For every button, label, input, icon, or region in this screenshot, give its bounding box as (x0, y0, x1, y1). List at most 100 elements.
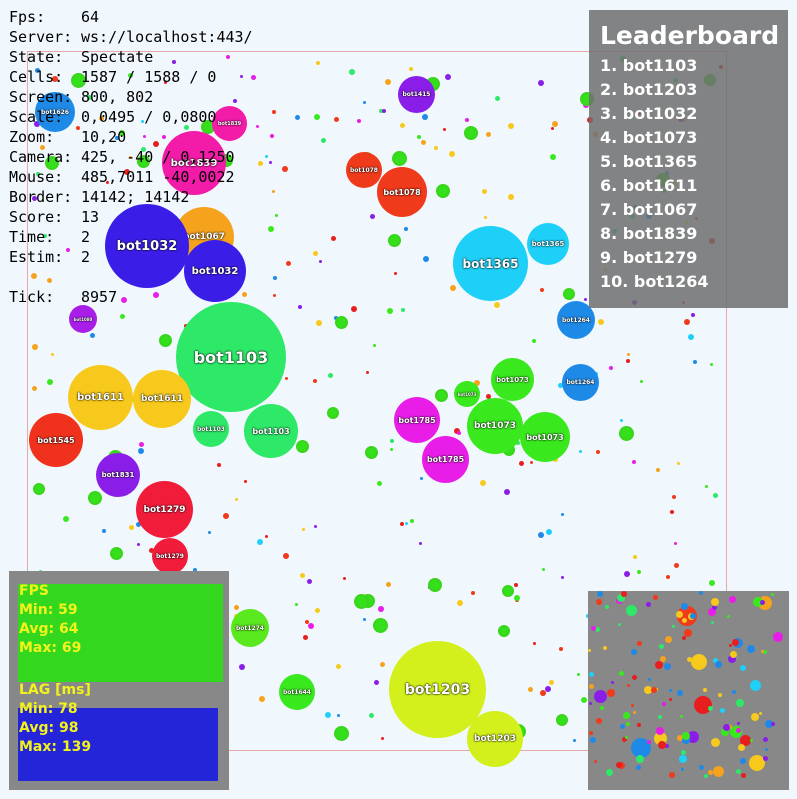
virus (329, 408, 338, 417)
minimap-dot (727, 654, 736, 663)
minimap-dot (647, 739, 652, 744)
minimap-dot (729, 595, 737, 603)
minimap-dot (617, 593, 626, 602)
food-pellet (314, 524, 318, 528)
minimap-dot (702, 687, 707, 692)
food-pellet (128, 525, 134, 531)
food-pellet (193, 567, 198, 572)
food-pellet (380, 662, 386, 668)
leaderboard-entry: 7. bot1067 (600, 200, 698, 219)
minimap-dot (615, 761, 622, 768)
food-pellet (294, 602, 298, 606)
player-cell: bot1611 (68, 365, 133, 430)
food-pellet (503, 488, 510, 495)
minimap-dot (632, 674, 638, 680)
food-pellet (315, 319, 322, 326)
minimap-dot (736, 727, 742, 733)
minimap-dot (720, 728, 729, 737)
food-pellet (315, 608, 321, 614)
virus (557, 716, 566, 725)
stat-value: 800, 802 (81, 88, 154, 106)
leaderboard-entry: 5. bot1365 (600, 152, 698, 171)
stat-label: Camera: (9, 148, 73, 166)
food-pellet (637, 570, 642, 575)
stat-label: Scale: (9, 108, 64, 126)
food-pellet (421, 140, 427, 146)
food-pellet (271, 109, 276, 114)
minimap-dot (611, 681, 615, 685)
lag-min: Min: 78 (19, 701, 78, 717)
virus (503, 586, 512, 595)
minimap-dot (621, 591, 628, 598)
virus (375, 619, 387, 631)
virus (72, 74, 84, 86)
food-pellet (483, 215, 487, 219)
minimap-dot (681, 768, 685, 772)
food-pellet (514, 595, 521, 602)
minimap-dot (759, 711, 763, 715)
minimap-dot (626, 683, 630, 687)
stat-label: Fps: (9, 8, 46, 26)
food-pellet (640, 379, 644, 383)
food-pellet (540, 689, 547, 696)
virus (428, 79, 439, 90)
virus (437, 391, 447, 401)
food-pellet (690, 312, 695, 317)
food-pellet (283, 552, 290, 559)
minimap-dot (770, 592, 774, 596)
lag-graph (18, 708, 218, 781)
stat-row: Camera: 425, -40 / 0,1250 (9, 147, 253, 167)
player-cell: bot1839 (162, 131, 226, 195)
minimap-dot (682, 736, 690, 745)
virus (138, 156, 148, 166)
minimap-dot (736, 722, 740, 726)
minimap-dot (736, 699, 745, 708)
food-pellet (222, 513, 229, 520)
food-pellet (486, 394, 492, 400)
minimap-dot (605, 769, 613, 777)
stat-row: Tick: 8957 (9, 287, 253, 307)
leaderboard-entry: 1. bot1103 (600, 56, 698, 75)
player-cell: bot1626 (35, 92, 75, 132)
virus (90, 493, 101, 504)
fps-stats: FPS Min: 59 Avg: 64 Max: 69 (19, 582, 81, 658)
food-pellet (304, 620, 309, 625)
minimap-dot (699, 591, 704, 596)
food-pellet (257, 160, 263, 166)
minimap-dot (597, 591, 604, 598)
minimap-dot (749, 680, 761, 692)
food-pellet (33, 121, 40, 128)
food-pellet (513, 583, 518, 588)
stat-value: ws://localhost:443/ (81, 28, 253, 46)
food-pellet (334, 116, 340, 122)
food-pellet (422, 256, 429, 263)
food-pellet (115, 136, 120, 141)
food-pellet (105, 181, 109, 185)
food-pellet (184, 124, 190, 130)
virus (362, 596, 373, 607)
player-cell: bot1264 (557, 301, 595, 339)
food-pellet (336, 663, 342, 669)
food-pellet (382, 109, 387, 114)
food-pellet (324, 711, 331, 718)
stat-row (9, 267, 253, 287)
food-pellet (243, 479, 247, 483)
minimap-dot (636, 722, 641, 727)
food-pellet (457, 430, 462, 435)
minimap-dot (676, 690, 683, 697)
food-pellet (129, 156, 133, 160)
virus (505, 446, 514, 455)
food-pellet (35, 67, 41, 73)
food-pellet (163, 80, 167, 84)
food-pellet (31, 344, 38, 351)
player-cell: bot1203 (467, 711, 523, 767)
minimap-dot (760, 649, 764, 653)
minimap-dot (618, 623, 622, 627)
food-pellet (673, 542, 677, 546)
food-pellet (598, 318, 605, 325)
food-pellet (403, 227, 408, 232)
virus (336, 317, 346, 327)
leaderboard-entry: 10. bot1264 (600, 272, 709, 291)
food-pellet (399, 123, 405, 129)
